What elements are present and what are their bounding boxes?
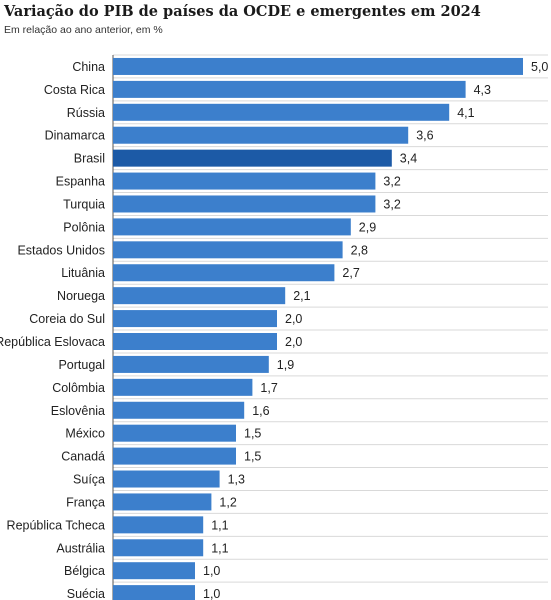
bar — [113, 103, 450, 121]
value-label: 1,1 — [211, 518, 228, 532]
category-label: Espanha — [56, 175, 105, 189]
bar — [113, 287, 286, 305]
category-label: Bélgica — [64, 564, 105, 578]
value-label: 1,0 — [203, 587, 220, 600]
category-label: México — [65, 427, 105, 441]
category-label: China — [72, 60, 105, 74]
category-label: Coreia do Sul — [29, 312, 105, 326]
value-label: 2,0 — [285, 312, 302, 326]
value-label: 1,5 — [244, 427, 261, 441]
value-label: 2,7 — [342, 266, 359, 280]
value-label: 1,2 — [219, 495, 236, 509]
category-label: Brasil — [74, 152, 105, 166]
value-label: 1,7 — [260, 381, 277, 395]
value-label: 1,9 — [277, 358, 294, 372]
category-label: Lituânia — [61, 266, 105, 280]
value-label: 5,0 — [531, 60, 548, 74]
value-label: 1,5 — [244, 450, 261, 464]
category-label: Austrália — [56, 541, 105, 555]
category-label: Turquia — [63, 197, 105, 211]
bar — [113, 80, 466, 98]
bar — [113, 264, 335, 282]
bar — [113, 57, 523, 75]
value-label: 2,1 — [293, 289, 310, 303]
chart-title: Variação do PIB de países da OCDE e emer… — [4, 3, 481, 20]
bar — [113, 355, 269, 373]
bar — [113, 241, 343, 259]
value-label: 4,3 — [474, 83, 491, 97]
value-label: 2,0 — [285, 335, 302, 349]
bar — [113, 447, 236, 465]
value-label: 2,8 — [351, 243, 368, 257]
bar — [113, 401, 245, 419]
bar — [113, 493, 212, 511]
value-label: 4,1 — [457, 106, 474, 120]
category-label: Portugal — [58, 358, 105, 372]
bar — [113, 516, 204, 534]
bar — [113, 218, 351, 236]
category-label: Colômbia — [52, 381, 105, 395]
category-label: República Eslovaca — [0, 335, 105, 349]
value-label: 3,2 — [383, 197, 400, 211]
category-label: Canadá — [61, 450, 105, 464]
category-label: Eslovênia — [51, 404, 105, 418]
category-label: Dinamarca — [45, 129, 105, 143]
bar — [113, 195, 376, 213]
bar — [113, 539, 204, 557]
category-label: Suíça — [73, 473, 105, 487]
category-label: República Tcheca — [7, 518, 105, 532]
category-label: Suécia — [67, 587, 105, 600]
bar — [113, 424, 236, 442]
bar — [113, 172, 376, 190]
value-label: 3,2 — [383, 175, 400, 189]
category-label: Noruega — [57, 289, 105, 303]
chart-subtitle: Em relação ao ano anterior, em % — [4, 24, 163, 36]
value-label: 3,4 — [400, 152, 417, 166]
bar — [113, 470, 220, 488]
bar — [113, 310, 277, 328]
value-label: 3,6 — [416, 129, 433, 143]
category-label: Rússia — [67, 106, 105, 120]
value-label: 1,0 — [203, 564, 220, 578]
bar — [113, 333, 277, 350]
value-label: 1,6 — [252, 404, 269, 418]
bar — [113, 126, 409, 144]
value-label: 1,3 — [228, 473, 245, 487]
bar — [113, 585, 195, 600]
category-label: Polônia — [63, 220, 105, 234]
category-label: Costa Rica — [44, 83, 105, 97]
value-label: 2,9 — [359, 220, 376, 234]
bar — [113, 378, 253, 396]
category-label: Estados Unidos — [17, 243, 105, 257]
category-label: França — [66, 495, 105, 509]
value-label: 1,1 — [211, 541, 228, 555]
bar — [113, 562, 195, 580]
bar — [113, 149, 392, 167]
